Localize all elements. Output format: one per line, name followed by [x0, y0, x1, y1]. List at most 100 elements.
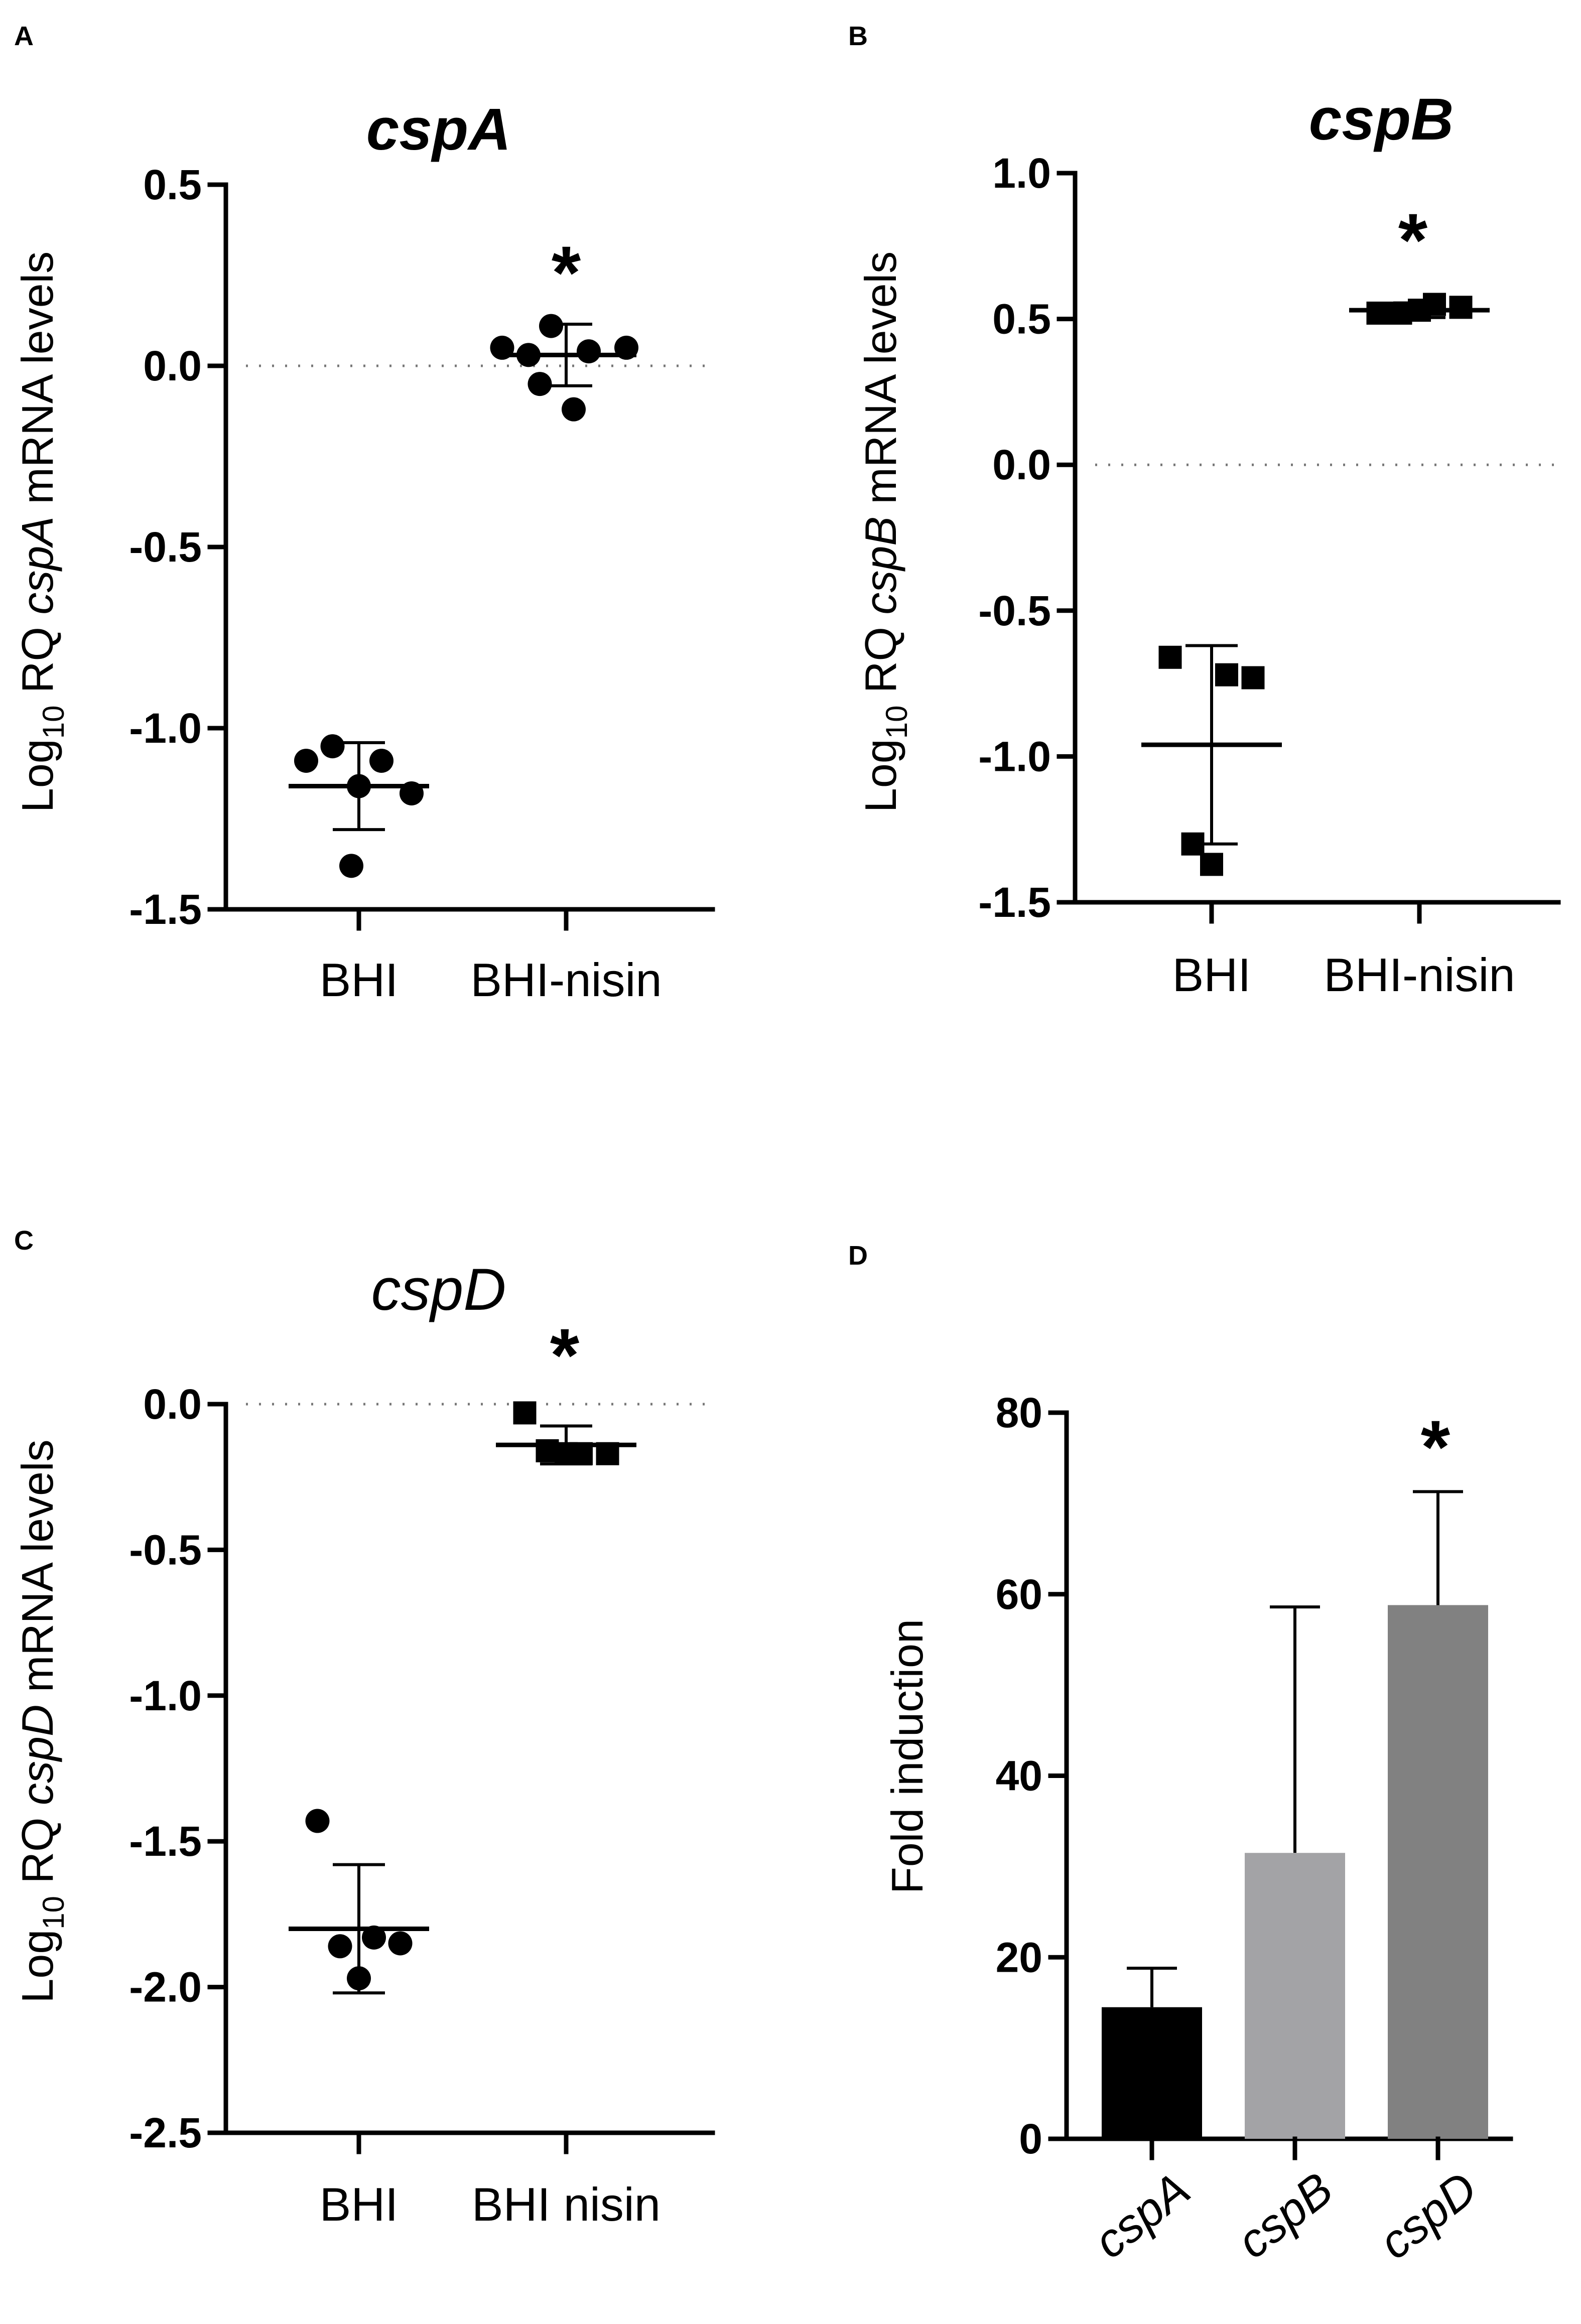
ylabel-prefix: Log: [13, 1930, 62, 2003]
y-tick-label: 60: [996, 1571, 1042, 1618]
ylabel-gene: cspD: [13, 1705, 62, 1806]
panel-a-category-label-2: BHI-nisin: [470, 953, 662, 1006]
y-tick-label: 0.0: [143, 1381, 202, 1428]
data-point-square: [1408, 299, 1431, 322]
panel-a-y-ticks: 0.5 0.0 -0.5 -1.0 -1.5: [129, 161, 228, 933]
data-point-square: [1181, 832, 1205, 856]
y-tick-label: -1.0: [129, 705, 202, 752]
panel-a: A cspA Log10 RQ cspA mRNA levels 0.5 0.0 -…: [13, 21, 715, 1006]
panel-c-significance-star: *: [550, 1313, 580, 1397]
panel-c-y-ticks: 0.0 -0.5 -1.0 -1.5 -2.0 -2.5: [129, 1381, 228, 2156]
data-point: [294, 748, 318, 773]
panel-b-category-label-2: BHI-nisin: [1324, 948, 1515, 1001]
panel-c-x-ticks: [356, 2130, 569, 2154]
data-point-square: [596, 1442, 619, 1465]
bar-cspA: [1102, 2007, 1202, 2139]
panel-c-y-axis-label: Log10 RQ cspD mRNA levels: [13, 1439, 70, 2003]
y-tick-label: 0.0: [143, 342, 202, 389]
data-point: [347, 1966, 371, 1991]
data-point: [339, 854, 363, 878]
bar-cspB: [1245, 1853, 1345, 2139]
panel-a-x-ticks: [356, 907, 569, 931]
panel-b-y-axis-label: Log10 RQ cspB mRNA levels: [856, 251, 913, 812]
y-tick-label: 20: [996, 1934, 1042, 1981]
ylabel-prefix: Log: [856, 739, 905, 812]
ylabel-gene: cspB: [856, 516, 905, 615]
data-point: [516, 343, 541, 367]
data-point: [400, 781, 424, 805]
y-tick-label: -2.0: [129, 1964, 202, 2011]
panel-d-bars: [1102, 1490, 1488, 2139]
data-point: [388, 1931, 413, 1956]
y-tick-label: -0.5: [129, 523, 202, 571]
panel-c-category-label-2: BHI nisin: [472, 2178, 661, 2231]
y-tick-label: -1.5: [129, 1818, 202, 1865]
data-point: [577, 339, 601, 364]
panel-d-category-label-2: cspB: [1227, 2162, 1342, 2268]
data-point: [362, 1925, 386, 1950]
panel-a-data-marks: [289, 314, 638, 878]
panel-d-y-ticks: 0 20 40 60 80: [996, 1389, 1069, 2162]
data-point: [490, 335, 514, 360]
panel-b-x-ticks: [1209, 900, 1422, 924]
ylabel-gene: cspA: [13, 516, 62, 615]
panel-d: D Fold induction 0 20 40 60 80 cspA cspB csp…: [848, 1241, 1513, 2269]
data-point: [614, 335, 638, 360]
panel-d-category-label-1: cspA: [1084, 2162, 1199, 2268]
panel-c-category-label-1: BHI: [320, 2178, 399, 2231]
ylabel-suffix: mRNA levels: [13, 251, 62, 516]
panel-b-data-marks: [1141, 293, 1490, 876]
y-tick-label: -1.5: [978, 879, 1051, 926]
data-point-square: [513, 1401, 537, 1425]
y-tick-label: -1.5: [129, 886, 202, 933]
panel-c-title: cspD: [371, 1257, 506, 1323]
ylabel-subscript: 10: [37, 706, 70, 739]
y-tick-label: -2.5: [129, 2109, 202, 2156]
ylabel-mid: RQ: [13, 1805, 62, 1896]
data-point: [369, 748, 393, 773]
panel-b-title: cspB: [1309, 86, 1454, 153]
data-point-square: [1158, 645, 1182, 669]
ylabel-suffix: mRNA levels: [856, 251, 905, 516]
data-point-square: [1241, 666, 1265, 690]
y-tick-label: -0.5: [978, 587, 1051, 634]
ylabel-prefix: Log: [13, 739, 62, 812]
panel-b-category-label-1: BHI: [1172, 948, 1251, 1001]
y-tick-label: 0.5: [143, 161, 202, 208]
y-tick-label: -0.5: [129, 1526, 202, 1573]
data-point-square: [1449, 296, 1473, 319]
y-tick-label: 80: [996, 1389, 1042, 1436]
data-point-square: [1215, 663, 1238, 687]
panel-d-y-axis-label: Fold induction: [882, 1619, 932, 1894]
data-point: [305, 1809, 330, 1833]
y-tick-label: -1.0: [129, 1672, 202, 1719]
panel-b-y-ticks: 1.0 0.5 0.0 -0.5 -1.0 -1.5: [978, 150, 1078, 926]
data-point-square: [555, 1442, 578, 1465]
y-tick-label: 0: [1019, 2115, 1042, 2162]
panel-a-significance-star: *: [552, 230, 581, 315]
panel-a-category-label-1: BHI: [320, 953, 399, 1006]
panel-a-y-axis-label: Log10 RQ cspA mRNA levels: [13, 251, 70, 812]
ylabel-subscript: 10: [37, 1896, 70, 1930]
data-point-square: [1366, 301, 1390, 325]
y-tick-label: 0.5: [992, 296, 1051, 343]
panel-a-letter: A: [14, 21, 34, 51]
data-point: [320, 734, 345, 759]
panel-c: C cspD Log10 RQ cspD mRNA levels 0.0 -0.5…: [13, 1225, 715, 2231]
data-point: [528, 372, 552, 396]
panel-c-letter: C: [14, 1225, 34, 1256]
panel-a-title: cspA: [366, 96, 511, 163]
y-tick-label: -1.0: [978, 733, 1051, 780]
panel-c-data-marks: [289, 1401, 636, 1995]
data-point-square: [1200, 853, 1223, 876]
panel-d-letter: D: [848, 1241, 868, 1271]
data-point: [328, 1934, 352, 1959]
panel-d-x-ticks: [1149, 2136, 1440, 2160]
panel-b: B cspB Log10 RQ cspB mRNA levels 1.0 0.5 0…: [848, 21, 1561, 1001]
panel-d-category-label-3: cspD: [1369, 2161, 1486, 2269]
y-tick-label: 40: [996, 1752, 1042, 1800]
panel-b-letter: B: [848, 21, 868, 51]
ylabel-mid: RQ: [13, 615, 62, 706]
data-point: [539, 314, 563, 338]
